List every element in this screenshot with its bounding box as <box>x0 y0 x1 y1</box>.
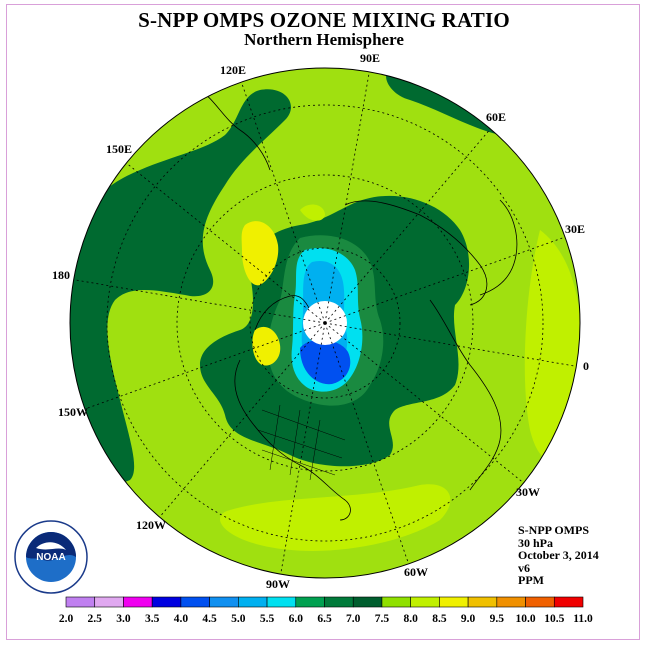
field-level-4-0 <box>300 339 351 385</box>
lon-label-60e: 60E <box>486 110 506 124</box>
colorbar-cell-0 <box>65 596 96 608</box>
colorbar-cell-13 <box>439 596 469 608</box>
colorbar-tick-label: 4.5 <box>202 613 217 625</box>
colorbar-cell-17 <box>553 596 584 608</box>
map-subtitle: Northern Hemisphere <box>244 30 404 49</box>
colorbar-cell-6 <box>238 596 268 608</box>
colorbar-tick-label: 10.0 <box>515 613 535 625</box>
noaa-logo: NOAA <box>14 520 88 594</box>
lon-label-90e: 90E <box>360 51 380 65</box>
colorbar-tick-label: 6.0 <box>289 613 304 625</box>
colorbar-tick-label: 7.0 <box>346 613 361 625</box>
colorbar-tick-label: 8.5 <box>432 613 447 625</box>
lon-label-120e: 120E <box>220 63 246 77</box>
info-instrument: S-NPP OMPS <box>518 523 589 537</box>
field-level-7-0-pacific <box>70 89 291 483</box>
lon-label-30w: 30W <box>516 485 540 499</box>
lon-label-60w: 60W <box>404 565 428 579</box>
graticule <box>70 68 580 578</box>
colorbar-cell-2 <box>123 596 153 608</box>
map-title: S-NPP OMPS OZONE MIXING RATIO <box>138 8 510 32</box>
lon-label-0: 0 <box>583 359 589 373</box>
colorbar-tick-label: 5.0 <box>231 613 246 625</box>
logo-text: NOAA <box>36 552 65 563</box>
colorbar-cell-15 <box>496 596 526 608</box>
colorbar-cell-14 <box>467 596 498 608</box>
info-block: S-NPP OMPS 30 hPa October 3, 2014 v6 PPM <box>518 524 599 587</box>
field-level-8-0-south <box>220 484 451 551</box>
colorbar-tick-label: 7.5 <box>375 613 390 625</box>
colorbar-cell-12 <box>410 596 440 608</box>
lon-label-150w: 150W <box>58 405 88 419</box>
colorbar-cell-10 <box>352 596 383 608</box>
colorbar-cell-16 <box>525 596 555 608</box>
colorbar-tick-label: 3.5 <box>145 613 160 625</box>
colorbar-tick-label: 9.5 <box>490 613 505 625</box>
colorbar-cell-9 <box>324 596 354 608</box>
coastlines <box>199 89 518 521</box>
colorbar-tick-label: 2.0 <box>59 613 74 625</box>
info-date: October 3, 2014 <box>518 548 599 562</box>
colorbar-tick-label: 11.0 <box>573 613 593 625</box>
colorbar-cell-1 <box>94 596 124 608</box>
info-version: v6 <box>518 560 530 575</box>
colorbar-tick-label: 2.5 <box>88 613 103 625</box>
colorbar-tick-label: 4.0 <box>174 613 189 625</box>
colorbar-tick-label: 8.0 <box>403 613 418 625</box>
info-units: PPM <box>518 573 544 587</box>
colorbar-tick-label: 10.5 <box>544 613 564 625</box>
colorbar-tick-label: 3.0 <box>116 613 131 625</box>
image-frame <box>6 4 640 640</box>
colorbar-cell-3 <box>151 596 182 608</box>
colorbar-tick-label: 5.5 <box>260 613 275 625</box>
info-pressure: 30 hPa <box>518 535 554 550</box>
colorbar-cells <box>65 596 584 608</box>
lon-label-30e: 30E <box>565 222 585 236</box>
lon-label-90w: 90W <box>266 577 290 591</box>
field-level-8-0-patch <box>300 204 325 221</box>
colorbar-tick-label: 6.5 <box>317 613 332 625</box>
colorbar: 2.0 2.5 3.0 3.5 4.0 4.5 5.0 5.5 6.0 6.5 7.0 7.5 8.0 8… <box>59 596 593 625</box>
field-level-8-5-b <box>252 326 281 366</box>
colorbar-tick-label: 9.0 <box>461 613 476 625</box>
colorbar-cell-8 <box>295 596 325 608</box>
colorbar-cell-4 <box>180 596 210 608</box>
colorbar-cell-5 <box>209 596 239 608</box>
colorbar-ticks: 2.0 2.5 3.0 3.5 4.0 4.5 5.0 5.5 6.0 6.5 7.0 7.5 8.0 8… <box>59 613 593 625</box>
lon-label-120w: 120W <box>136 518 166 532</box>
map-boundary <box>69 67 581 579</box>
lon-label-180: 180 <box>52 268 70 282</box>
colorbar-cell-7 <box>266 596 297 608</box>
colorbar-cell-11 <box>381 596 411 608</box>
field-level-8-5-a <box>241 221 279 286</box>
lon-label-150e: 150E <box>106 142 132 156</box>
